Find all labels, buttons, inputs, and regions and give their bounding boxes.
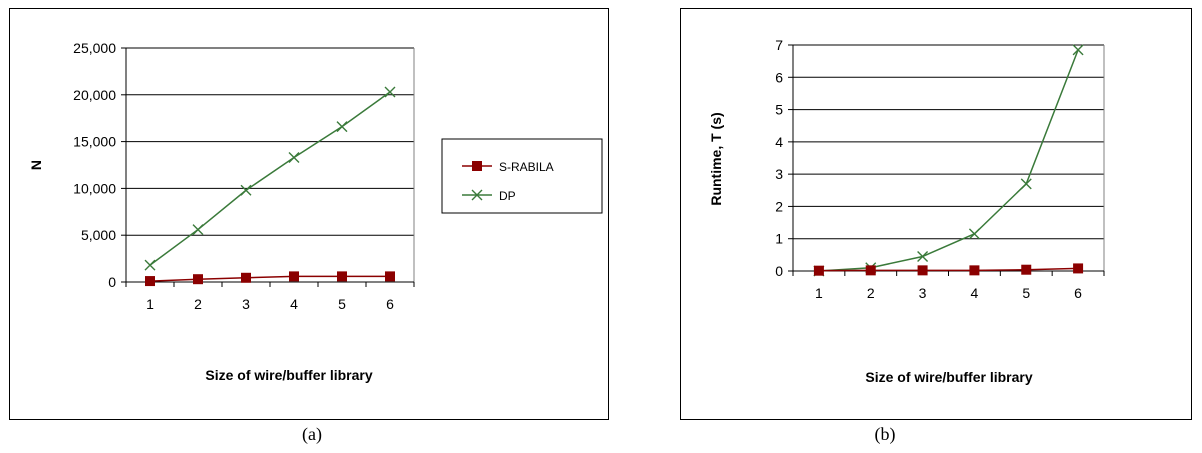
caption-a: (a) <box>302 424 322 444</box>
x-tick-label: 1 <box>146 296 154 312</box>
data-point <box>337 271 347 282</box>
data-point <box>1021 264 1032 275</box>
legend-swatch-marker <box>472 161 482 171</box>
legend-label: S-RABILA <box>499 160 554 174</box>
data-point <box>917 265 928 276</box>
y-tick-label: 15,000 <box>73 134 116 150</box>
data-point <box>192 224 204 236</box>
y-tick-label: 2 <box>775 198 783 214</box>
x-tick-label: 4 <box>290 296 298 312</box>
data-point <box>384 86 396 98</box>
y-tick-label: 3 <box>775 166 783 182</box>
x-tick-label: 2 <box>867 285 875 301</box>
y-axis-label: N <box>28 160 44 170</box>
data-point <box>241 272 251 283</box>
y-axis-label: Runtime, T (s) <box>708 112 724 205</box>
x-axis-label: Size of wire/buffer library <box>205 367 372 383</box>
legend-box <box>441 138 603 214</box>
y-tick-label: 6 <box>775 69 783 85</box>
data-point <box>145 276 155 287</box>
series-line <box>149 275 390 282</box>
data-point <box>865 265 876 276</box>
chart-a-svg: 0 5,000 10,000 15,000 20,000 25,000 1 2 3 4 5 6 Size… <box>28 40 603 383</box>
series-line <box>818 49 1079 272</box>
data-point <box>144 259 156 271</box>
y-tick-label: 1 <box>775 231 783 247</box>
chart-panel-b: 0 1 2 3 4 5 6 7 1 2 3 4 5 6 Size of wire/buffer librar… <box>680 8 1192 420</box>
data-point <box>385 271 395 282</box>
data-point <box>336 121 348 133</box>
data-point <box>289 271 299 282</box>
data-point <box>193 274 203 285</box>
data-point <box>1073 263 1084 274</box>
series-line <box>818 267 1079 272</box>
data-point <box>240 184 252 196</box>
x-tick-label: 5 <box>338 296 346 312</box>
data-point <box>969 265 980 276</box>
y-tick-label: 20,000 <box>73 87 116 103</box>
data-point <box>917 250 929 262</box>
y-tick-label: 25,000 <box>73 40 116 56</box>
x-tick-label: 3 <box>919 285 927 301</box>
series-line <box>149 91 391 266</box>
y-tick-label: 0 <box>108 274 116 290</box>
chart-panel-a: 0 5,000 10,000 15,000 20,000 25,000 1 2 3 4 5 6 Size… <box>9 8 609 420</box>
y-tick-label: 0 <box>775 263 783 279</box>
x-tick-label: 3 <box>242 296 250 312</box>
y-tick-label: 5 <box>775 102 783 118</box>
y-tick-label: 7 <box>775 37 783 53</box>
x-axis-label: Size of wire/buffer library <box>865 369 1032 385</box>
legend-label: DP <box>499 189 516 203</box>
caption-b: (b) <box>874 424 896 444</box>
y-tick-label: 5,000 <box>81 227 116 243</box>
x-tick-label: 4 <box>971 285 979 301</box>
data-point <box>1020 178 1032 190</box>
legend-swatch-marker <box>471 189 483 201</box>
x-tick-label: 5 <box>1022 285 1030 301</box>
data-point <box>288 152 300 164</box>
y-tick-label: 4 <box>775 134 783 150</box>
data-point <box>968 228 980 240</box>
y-tick-label: 10,000 <box>73 180 116 196</box>
x-tick-label: 1 <box>815 285 823 301</box>
data-point <box>1072 44 1084 56</box>
data-point <box>813 265 824 276</box>
x-tick-label: 6 <box>1074 285 1082 301</box>
x-tick-label: 6 <box>386 296 394 312</box>
chart-b-svg: 0 1 2 3 4 5 6 7 1 2 3 4 5 6 Size of wire/buffer librar… <box>708 37 1105 385</box>
x-tick-label: 2 <box>194 296 202 312</box>
